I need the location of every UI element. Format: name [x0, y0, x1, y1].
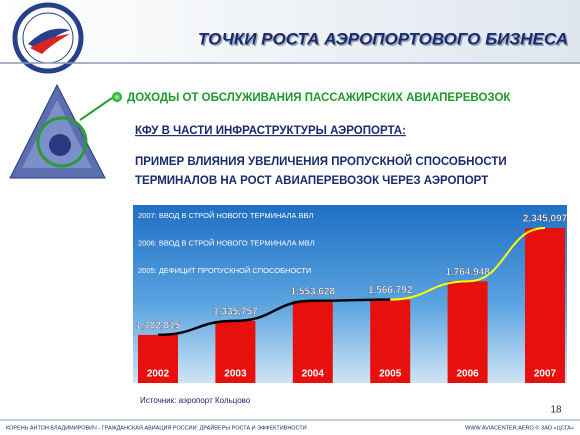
trend-line	[390, 227, 546, 301]
footer-right: WWW.AVIACENTER.AERO © ЗАО «ЦСГА»	[465, 424, 574, 431]
x-tick-label: 2004	[302, 369, 325, 380]
trend-line	[157, 298, 391, 337]
bar	[215, 320, 256, 383]
value-label: 1,335,757	[213, 306, 258, 317]
bar	[292, 300, 333, 383]
value-label: 1,553,628	[291, 286, 336, 297]
page-number: 18	[550, 405, 562, 416]
source: Источник: аэропорт Кольцово	[140, 396, 251, 405]
bar	[525, 228, 565, 383]
header-bg	[0, 0, 580, 62]
title: ТОЧКИ РОСТА АЭРОПОРТОВОГО БИЗНЕСА	[198, 29, 568, 48]
x-tick-label: 2003	[224, 369, 247, 380]
x-tick-label: 2007	[534, 369, 557, 380]
logo	[12, 2, 84, 74]
value-label: 1,764,948	[445, 267, 490, 278]
description-line: ТЕРМИНАЛОВ НА РОСТ АВИАПЕРЕВОЗОК ЧЕРЕЗ А…	[135, 175, 488, 187]
value-label: 1,566,792	[368, 285, 413, 296]
bar	[138, 334, 178, 383]
chart-bg	[133, 205, 567, 383]
x-tick-label: 2006	[456, 369, 479, 380]
subheading: КФУ В ЧАСТИ ИНФРАСТРУКТУРЫ АЭРОПОРТА:	[135, 125, 406, 137]
bar	[447, 281, 488, 383]
description-line: ПРИМЕР ВЛИЯНИЯ УВЕЛИЧЕНИЯ ПРОПУСКНОЙ СПО…	[135, 155, 507, 168]
bullet-text: ДОХОДЫ ОТ ОБСЛУЖИВАНИЯ ПАССАЖИРСКИХ АВИА…	[127, 92, 511, 104]
x-tick-label: 2005	[379, 369, 402, 380]
footer-left: КОРЕНЬ АНТОН ВЛАДИМИРОВИЧ - ГРАЖДАНСКАЯ …	[6, 423, 307, 431]
annotation: 2007: ВВОД В СТРОЙ НОВОГО ТЕРМИНАЛА ВВЛ	[138, 211, 313, 220]
title-shadow: ТОЧКИ РОСТА АЭРОПОРТОВОГО БИЗНЕСА	[199, 31, 569, 50]
value-label: 2,345,097	[523, 214, 568, 225]
annotation: 2006: ВВОД В СТРОЙ НОВОГО ТЕРМИНАЛА МВЛ	[138, 238, 315, 247]
annotation: 2005: ДЕФИЦИТ ПРОПУСКНОЙ СПОСОБНОСТИ	[138, 266, 311, 275]
pyramid	[9, 83, 113, 179]
value-label: 1,182,815	[136, 321, 181, 332]
bullet-dot	[112, 92, 122, 102]
bar	[370, 299, 411, 383]
x-tick-label: 2002	[147, 369, 170, 380]
